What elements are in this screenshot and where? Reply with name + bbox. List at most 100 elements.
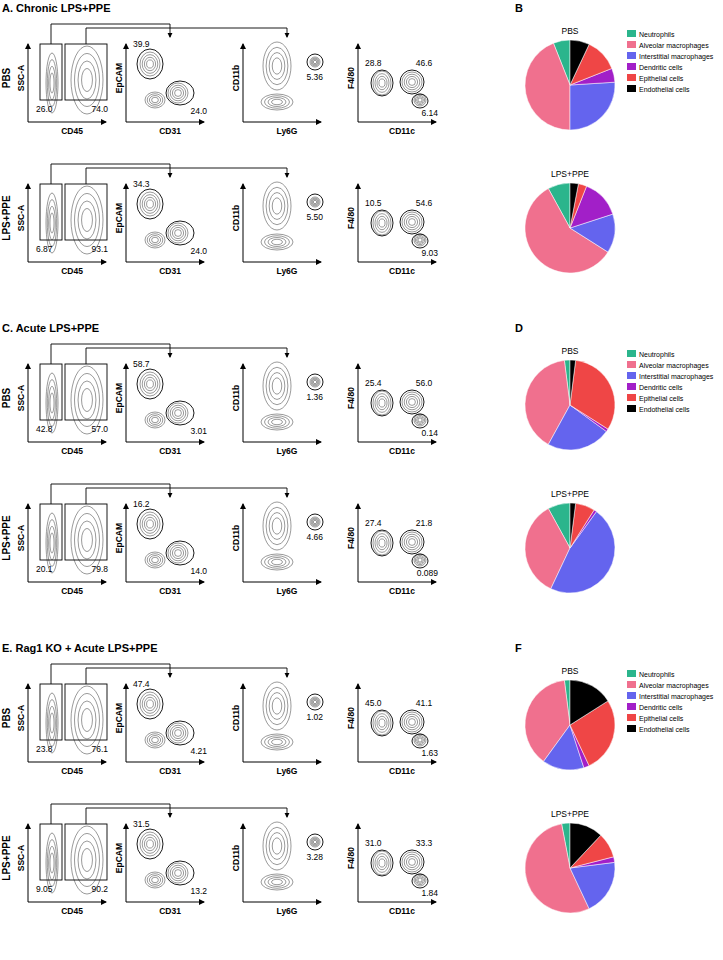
gate-percentage: 24.0 xyxy=(190,106,207,116)
contour xyxy=(147,94,163,106)
x-axis-label: CD45 xyxy=(61,126,83,136)
flow-plot: CD11cF4/8027.421.80.089 xyxy=(346,504,438,596)
contour xyxy=(147,874,163,886)
contour xyxy=(311,58,319,66)
y-axis-label: F4/80 xyxy=(346,527,356,549)
gate xyxy=(400,710,424,734)
contour xyxy=(149,96,160,105)
contour xyxy=(265,236,290,248)
contour xyxy=(272,419,283,424)
flow-plot: CD11cF4/8010.554.69.03 xyxy=(346,184,438,276)
legend-label: Interstitial macrophages xyxy=(639,373,714,381)
y-axis-arrow xyxy=(358,184,359,262)
contour xyxy=(142,835,158,854)
contour xyxy=(402,712,422,732)
contour xyxy=(377,536,387,549)
gate-percentage: 6.87 xyxy=(36,244,53,254)
gate xyxy=(166,81,194,105)
contour xyxy=(263,502,291,550)
flow-plot: CD11cF4/8028.846.66.14 xyxy=(346,44,438,136)
contour xyxy=(418,878,422,882)
contour xyxy=(268,738,286,747)
y-axis-arrow xyxy=(28,824,29,902)
x-axis-arrow xyxy=(243,902,321,903)
gate-percentage: 58.7 xyxy=(133,359,150,369)
contour xyxy=(145,92,165,108)
gate xyxy=(400,210,424,234)
row-label: PBS xyxy=(1,707,12,728)
contour xyxy=(375,714,389,733)
panel-title: C. Acute LPS+PPE xyxy=(2,322,99,334)
y-axis-label: F4/80 xyxy=(346,707,356,729)
contour xyxy=(49,706,56,740)
gate-percentage: 79.8 xyxy=(91,564,108,574)
x-axis-label: CD11c xyxy=(389,766,415,776)
contour xyxy=(311,198,319,206)
y-axis-label: SSC-A xyxy=(16,205,26,231)
gate xyxy=(65,504,107,560)
gating-arrow xyxy=(86,668,287,684)
contour xyxy=(409,79,416,86)
gate-percentage: 5.50 xyxy=(306,212,323,222)
x-axis-arrow xyxy=(243,122,321,123)
gate xyxy=(40,684,62,740)
gate xyxy=(412,874,428,888)
gate xyxy=(307,514,323,530)
contour xyxy=(269,53,285,80)
panel-title: E. Rag1 KO + Acute LPS+PPE xyxy=(2,642,157,654)
gate xyxy=(40,364,62,420)
y-axis-arrow xyxy=(243,184,244,262)
gate-percentage: 31.5 xyxy=(133,819,150,829)
x-axis-arrow xyxy=(28,762,106,763)
legend-label: Dendritic cells xyxy=(639,64,683,71)
contour xyxy=(49,206,56,240)
gate-percentage: 39.9 xyxy=(133,39,150,49)
contour xyxy=(145,732,165,748)
contour xyxy=(310,517,320,527)
contour xyxy=(147,734,163,746)
contour xyxy=(415,875,424,884)
panel-section: C. Acute LPS+PPEDPBSCD45SSC-A42.857.0CD3… xyxy=(1,322,714,596)
gate-percentage: 21.8 xyxy=(416,518,433,528)
gate-percentage: 41.1 xyxy=(416,698,433,708)
contour xyxy=(379,79,385,87)
gate xyxy=(400,70,424,94)
contour xyxy=(78,201,96,239)
y-axis-label: CD11b xyxy=(231,65,241,91)
x-axis-arrow xyxy=(243,262,321,263)
legend-swatch xyxy=(627,52,636,59)
gate-percentage: 27.4 xyxy=(365,518,382,528)
contour xyxy=(263,182,291,230)
contour xyxy=(379,859,385,867)
legend-label: Neutrophils xyxy=(639,31,675,39)
contour xyxy=(268,238,286,247)
gating-arrow xyxy=(51,664,170,684)
gate xyxy=(371,210,393,236)
contour xyxy=(172,407,183,418)
contour xyxy=(47,520,56,567)
pie-slice xyxy=(570,503,594,548)
contour xyxy=(311,838,319,846)
gate xyxy=(166,401,194,425)
contour xyxy=(272,518,282,534)
contour xyxy=(377,396,387,409)
x-axis-label: CD11c xyxy=(389,446,415,456)
x-axis-arrow xyxy=(358,582,436,583)
contour xyxy=(377,856,387,869)
gate-percentage: 5.36 xyxy=(306,72,323,82)
contour xyxy=(144,377,155,390)
gate-percentage: 33.3 xyxy=(416,838,433,848)
contour xyxy=(415,415,424,424)
x-axis-arrow xyxy=(28,262,106,263)
contour xyxy=(175,730,182,737)
y-axis-arrow xyxy=(243,684,244,762)
gate xyxy=(40,184,62,240)
contour xyxy=(311,378,319,386)
x-axis-arrow xyxy=(358,442,436,443)
y-axis-label: CD11b xyxy=(231,845,241,871)
contour xyxy=(373,211,391,235)
gate xyxy=(65,364,107,420)
contour xyxy=(172,867,183,878)
gate-percentage: 31.0 xyxy=(365,838,382,848)
contour xyxy=(375,214,389,233)
